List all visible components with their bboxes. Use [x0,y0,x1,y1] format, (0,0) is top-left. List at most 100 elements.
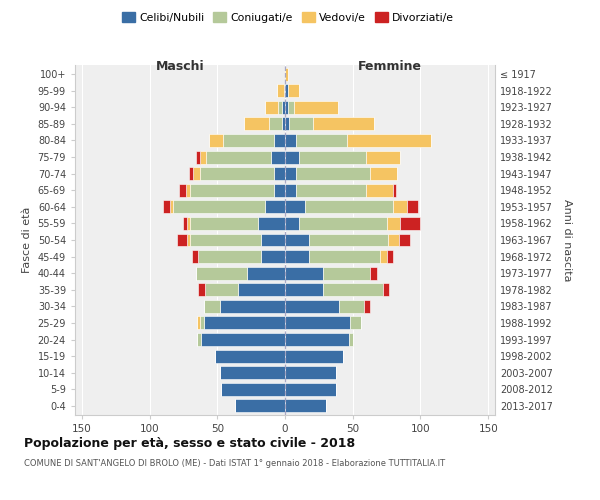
Bar [366,184,394,196]
Bar [282,118,285,130]
Bar [285,333,349,346]
Bar [386,217,400,230]
Bar [285,383,337,396]
Bar [285,68,288,80]
Bar [285,250,310,263]
Bar [244,118,269,130]
Bar [305,200,394,213]
Bar [187,234,190,246]
Bar [388,234,399,246]
Bar [196,150,200,164]
Bar [339,300,364,313]
Bar [184,217,187,230]
Bar [170,200,173,213]
Bar [399,234,410,246]
Bar [285,400,326,412]
Bar [186,184,190,196]
Bar [277,84,284,97]
Bar [394,200,407,213]
Bar [258,217,285,230]
Bar [285,350,343,362]
Bar [176,234,187,246]
Bar [260,250,285,263]
Bar [285,300,339,313]
Bar [274,134,285,147]
Bar [189,167,193,180]
Bar [197,316,200,330]
Bar [313,118,374,130]
Bar [200,150,206,164]
Bar [209,134,223,147]
Bar [394,184,396,196]
Bar [204,316,285,330]
Bar [364,300,370,313]
Bar [265,200,285,213]
Text: Popolazione per età, sesso e stato civile - 2018: Popolazione per età, sesso e stato civil… [24,438,355,450]
Bar [285,184,296,196]
Bar [190,234,260,246]
Bar [289,118,313,130]
Legend: Celibi/Nubili, Coniugati/e, Vedovi/e, Divorziati/e: Celibi/Nubili, Coniugati/e, Vedovi/e, Di… [118,8,458,27]
Bar [223,134,274,147]
Bar [288,101,295,114]
Bar [274,167,285,180]
Bar [193,167,200,180]
Bar [366,150,400,164]
Bar [198,284,205,296]
Bar [271,150,285,164]
Bar [285,84,288,97]
Bar [383,284,389,296]
Bar [349,333,353,346]
Bar [198,250,260,263]
Bar [274,184,285,196]
Bar [296,167,370,180]
Bar [200,167,274,180]
Text: Femmine: Femmine [358,60,422,73]
Bar [285,167,296,180]
Y-axis label: Anni di nascita: Anni di nascita [562,198,572,281]
Bar [285,266,323,280]
Bar [299,150,366,164]
Bar [200,316,204,330]
Bar [285,217,299,230]
Bar [296,184,366,196]
Bar [191,250,198,263]
Bar [310,234,388,246]
Bar [190,184,274,196]
Bar [238,284,285,296]
Bar [265,101,278,114]
Bar [206,150,271,164]
Bar [179,184,186,196]
Bar [323,266,370,280]
Bar [407,200,418,213]
Bar [205,284,238,296]
Bar [310,250,380,263]
Y-axis label: Fasce di età: Fasce di età [22,207,32,273]
Bar [278,101,282,114]
Bar [370,167,397,180]
Bar [285,316,350,330]
Bar [235,400,285,412]
Bar [285,118,289,130]
Bar [285,284,323,296]
Bar [299,217,386,230]
Bar [296,134,347,147]
Bar [370,266,377,280]
Bar [285,134,296,147]
Bar [380,250,386,263]
Bar [347,134,431,147]
Bar [173,200,265,213]
Bar [201,333,285,346]
Text: Maschi: Maschi [155,60,205,73]
Bar [285,200,305,213]
Bar [295,101,338,114]
Bar [220,300,285,313]
Bar [285,234,310,246]
Bar [400,217,421,230]
Bar [323,284,383,296]
Bar [187,217,190,230]
Bar [386,250,394,263]
Bar [220,366,285,379]
Bar [190,217,258,230]
Bar [285,101,288,114]
